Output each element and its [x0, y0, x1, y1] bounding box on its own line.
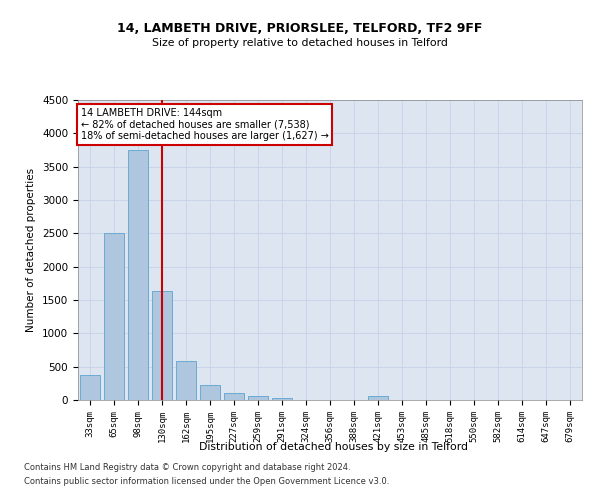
- Text: Contains HM Land Registry data © Crown copyright and database right 2024.: Contains HM Land Registry data © Crown c…: [24, 464, 350, 472]
- Text: 14 LAMBETH DRIVE: 144sqm
← 82% of detached houses are smaller (7,538)
18% of sem: 14 LAMBETH DRIVE: 144sqm ← 82% of detach…: [80, 108, 328, 140]
- Bar: [248, 396, 268, 400]
- Bar: [200, 386, 220, 400]
- Bar: [176, 362, 196, 400]
- Text: Contains public sector information licensed under the Open Government Licence v3: Contains public sector information licen…: [24, 477, 389, 486]
- Bar: [152, 290, 172, 400]
- Text: Size of property relative to detached houses in Telford: Size of property relative to detached ho…: [152, 38, 448, 48]
- Text: Distribution of detached houses by size in Telford: Distribution of detached houses by size …: [199, 442, 467, 452]
- Bar: [80, 376, 100, 400]
- Bar: [224, 394, 244, 400]
- Bar: [128, 150, 148, 400]
- Y-axis label: Number of detached properties: Number of detached properties: [26, 168, 37, 332]
- Bar: [272, 398, 292, 400]
- Bar: [368, 396, 388, 400]
- Text: 14, LAMBETH DRIVE, PRIORSLEE, TELFORD, TF2 9FF: 14, LAMBETH DRIVE, PRIORSLEE, TELFORD, T…: [118, 22, 482, 36]
- Bar: [104, 234, 124, 400]
